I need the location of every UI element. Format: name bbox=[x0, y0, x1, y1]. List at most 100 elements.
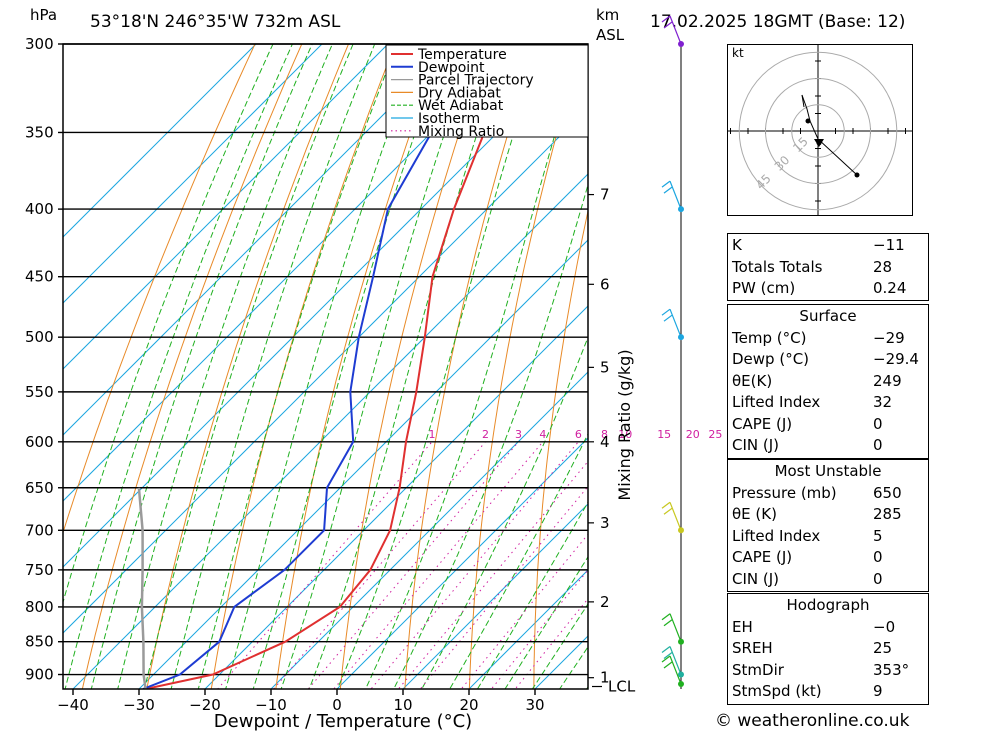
isotherm-line bbox=[63, 44, 389, 370]
dry-adiabat-line bbox=[339, 44, 490, 689]
height-tick-label: 1 bbox=[600, 669, 610, 687]
surface-temp-value: −29 bbox=[873, 328, 905, 347]
legend-label: Mixing Ratio bbox=[418, 124, 504, 140]
dry-adiabat-line bbox=[995, 25, 1000, 733]
isotherm-line bbox=[63, 107, 588, 634]
wind-barb-icon bbox=[661, 655, 682, 685]
copyright-link[interactable]: © weatheronline.co.uk bbox=[715, 711, 910, 731]
mu-lifted-index-value: 5 bbox=[873, 526, 883, 545]
hodograph-point bbox=[854, 172, 860, 178]
dry-adiabat-line bbox=[598, 25, 681, 733]
pressure-tick-label: 300 bbox=[25, 35, 54, 53]
mixing-ratio-label: 20 bbox=[686, 428, 700, 441]
wet-adiabat-line bbox=[225, 44, 422, 689]
pressure-tick-label: 800 bbox=[25, 598, 54, 616]
dry-adiabat-line bbox=[533, 208, 588, 689]
hodograph-trace bbox=[801, 94, 805, 108]
isotherm-line bbox=[72, 173, 588, 689]
surface-cape-label: CAPE (J) bbox=[732, 414, 793, 433]
eh-label: EH bbox=[732, 617, 753, 636]
mixing-ratio-label: 6 bbox=[575, 428, 582, 441]
dry-adiabat-line bbox=[659, 25, 727, 733]
hodograph-indices-table: Hodograph EH −0 SREH 25 StmDir 353° StmSpd … bbox=[727, 593, 929, 705]
surface-dewp-value: −29.4 bbox=[873, 350, 919, 368]
wet-adiabat-line bbox=[449, 433, 588, 689]
mixing-ratio-label: 25 bbox=[708, 428, 722, 441]
temperature-tick-label: −20 bbox=[189, 696, 221, 714]
legend-box bbox=[385, 44, 589, 138]
wet-adiabat-line bbox=[63, 44, 274, 604]
dry-adiabat-line bbox=[210, 44, 396, 689]
totals-totals-value: 28 bbox=[873, 257, 893, 276]
legend-label: Isotherm bbox=[418, 111, 480, 127]
stmdir-label: StmDir bbox=[732, 660, 784, 679]
mu-thetae-value: 285 bbox=[873, 505, 902, 523]
stmdir-value: 353° bbox=[873, 660, 910, 679]
most-unstable-title: Most Unstable bbox=[774, 462, 882, 480]
height-tick-label: 5 bbox=[600, 358, 610, 376]
x-axis-title: Dewpoint / Temperature (°C) bbox=[214, 711, 472, 732]
stmspd-value: 9 bbox=[873, 682, 883, 700]
wind-barb-icon bbox=[661, 180, 682, 210]
plot-frame bbox=[62, 43, 589, 690]
mu-cin-label: CIN (J) bbox=[732, 569, 780, 588]
hodograph-ring bbox=[765, 78, 871, 184]
mixing-ratio-label: 8 bbox=[601, 428, 608, 441]
surface-thetae-label: θE(K) bbox=[732, 371, 773, 390]
pressure-tick-label: 550 bbox=[25, 383, 54, 401]
height-tick-label: 2 bbox=[600, 593, 610, 611]
temperature-tick-label: 0 bbox=[332, 696, 342, 714]
dry-adiabat-line bbox=[146, 44, 350, 689]
mixing-ratio-label: 10 bbox=[618, 428, 632, 441]
wet-adiabat-line bbox=[90, 44, 313, 689]
mu-pressure-value: 650 bbox=[873, 483, 902, 502]
isotherm-line bbox=[270, 371, 588, 689]
legend-label: Dewpoint bbox=[418, 60, 485, 76]
wind-barb-icon bbox=[661, 646, 682, 675]
most-unstable-table: Most Unstable Pressure (mb) 650 θE (K) 285… bbox=[727, 459, 929, 592]
wet-adiabat-line bbox=[197, 44, 398, 689]
dewpoint-profile-line bbox=[142, 44, 449, 689]
mixing-ratio-label: 2 bbox=[482, 428, 489, 441]
hodograph-unit-label: kt bbox=[732, 46, 744, 60]
pressure-tick-label: 650 bbox=[25, 479, 54, 497]
surface-cin-value: 0 bbox=[873, 436, 883, 454]
stmspd-label: StmSpd (kt) bbox=[732, 682, 822, 700]
asl-unit-label: ASL bbox=[596, 26, 625, 44]
hpa-unit-label: hPa bbox=[30, 6, 58, 24]
wet-adiabat-line bbox=[280, 44, 477, 689]
wet-adiabat-line bbox=[143, 44, 354, 689]
isotherm-line bbox=[63, 44, 257, 238]
surface-thetae-value: 249 bbox=[873, 371, 902, 390]
totals-totals-label: Totals Totals bbox=[732, 257, 823, 276]
date-title: 17.02.2025 18GMT (Base: 12) bbox=[650, 12, 906, 32]
isotherm-line bbox=[336, 437, 588, 689]
surface-cin-label: CIN (J) bbox=[732, 436, 780, 454]
isotherm-line bbox=[63, 44, 521, 502]
wind-barb-icon bbox=[661, 501, 682, 531]
sreh-label: SREH bbox=[732, 639, 773, 657]
mixing-ratio-label: 1 bbox=[429, 428, 436, 441]
temperature-tick-label: −10 bbox=[255, 696, 287, 714]
pressure-tick-label: 700 bbox=[25, 521, 54, 539]
legend-label: Temperature bbox=[417, 47, 507, 63]
pressure-tick-label: 750 bbox=[25, 561, 54, 579]
isotherm-line bbox=[402, 503, 588, 689]
wet-adiabat-line bbox=[476, 501, 588, 689]
wet-adiabat-line bbox=[531, 602, 588, 689]
pressure-tick-label: 350 bbox=[25, 123, 54, 141]
pressure-tick-label: 400 bbox=[25, 200, 54, 218]
temperature-tick-label: 30 bbox=[525, 696, 544, 714]
hodograph-point bbox=[805, 118, 811, 124]
surface-table: Surface Temp (°C) −29 Dewp (°C) −29.4 θE(K… bbox=[727, 304, 929, 459]
pressure-tick-label: 900 bbox=[25, 666, 54, 684]
legend-label: Parcel Trajectory bbox=[418, 73, 534, 89]
dry-adiabat-line bbox=[942, 25, 996, 733]
wet-adiabat-line bbox=[504, 555, 588, 689]
km-unit-label: km bbox=[596, 6, 620, 24]
hodograph-indices-title: Hodograph bbox=[786, 596, 870, 614]
eh-value: −0 bbox=[873, 617, 896, 636]
indices-basic-table: K −11 Totals Totals 28 PW (cm) 0.24 bbox=[727, 233, 929, 301]
wet-adiabat-line bbox=[117, 44, 333, 689]
